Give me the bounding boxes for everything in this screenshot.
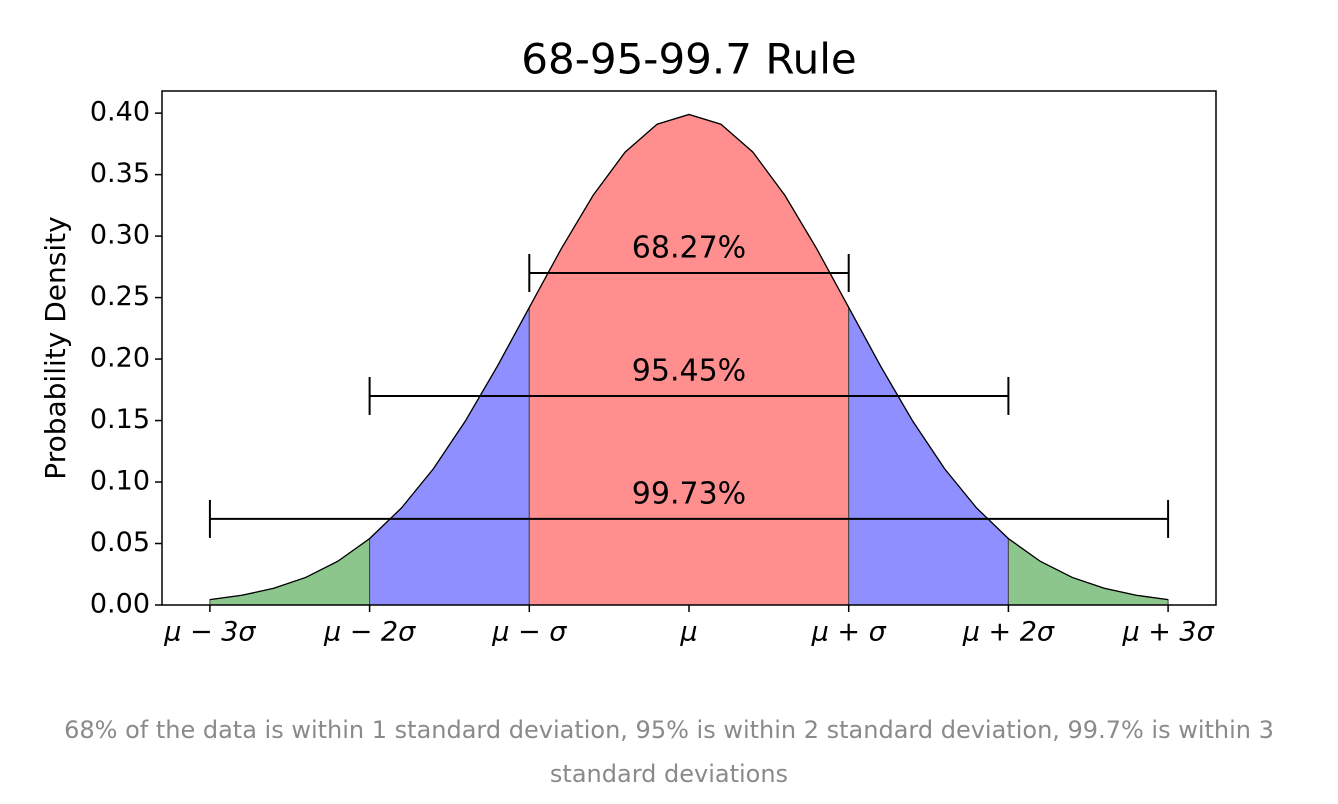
y-tick-label: 0.25 xyxy=(90,281,150,312)
density-curve xyxy=(209,113,1169,601)
y-tick-label: 0.40 xyxy=(90,97,150,128)
x-tick-label: μ + 3σ xyxy=(1121,617,1214,648)
bracket-label: 99.73% xyxy=(632,476,746,511)
bracket-label: 68.27% xyxy=(632,230,746,265)
y-axis-label: Probability Density xyxy=(39,216,72,479)
chart: 68-95-99.7 Rule Probability Density 68.2… xyxy=(39,35,1217,648)
y-tick-label: 0.10 xyxy=(90,466,150,497)
y-tick-label: 0.05 xyxy=(90,527,150,558)
x-tick-label: μ − 3σ xyxy=(163,617,256,648)
y-tick-label: 0.30 xyxy=(90,220,150,251)
y-tick-label: 0.15 xyxy=(90,404,150,435)
x-tick-label: μ + σ xyxy=(811,617,887,648)
x-tick-label: μ − σ xyxy=(491,617,567,648)
bracket-label: 95.45% xyxy=(632,353,746,388)
caption: 68% of the data is within 1 standard dev… xyxy=(64,716,1274,788)
x-tick-label: μ + 2σ xyxy=(962,617,1055,648)
x-tick-label: μ − 2σ xyxy=(323,617,416,648)
region-fill xyxy=(1007,537,1169,606)
y-tick-label: 0.20 xyxy=(90,343,150,374)
y-tick-label: 0.35 xyxy=(90,158,150,189)
region-fill xyxy=(209,537,371,606)
y-tick-label: 0.00 xyxy=(90,589,150,620)
x-tick-label: μ xyxy=(679,617,697,648)
chart-title: 68-95-99.7 Rule xyxy=(521,35,857,84)
